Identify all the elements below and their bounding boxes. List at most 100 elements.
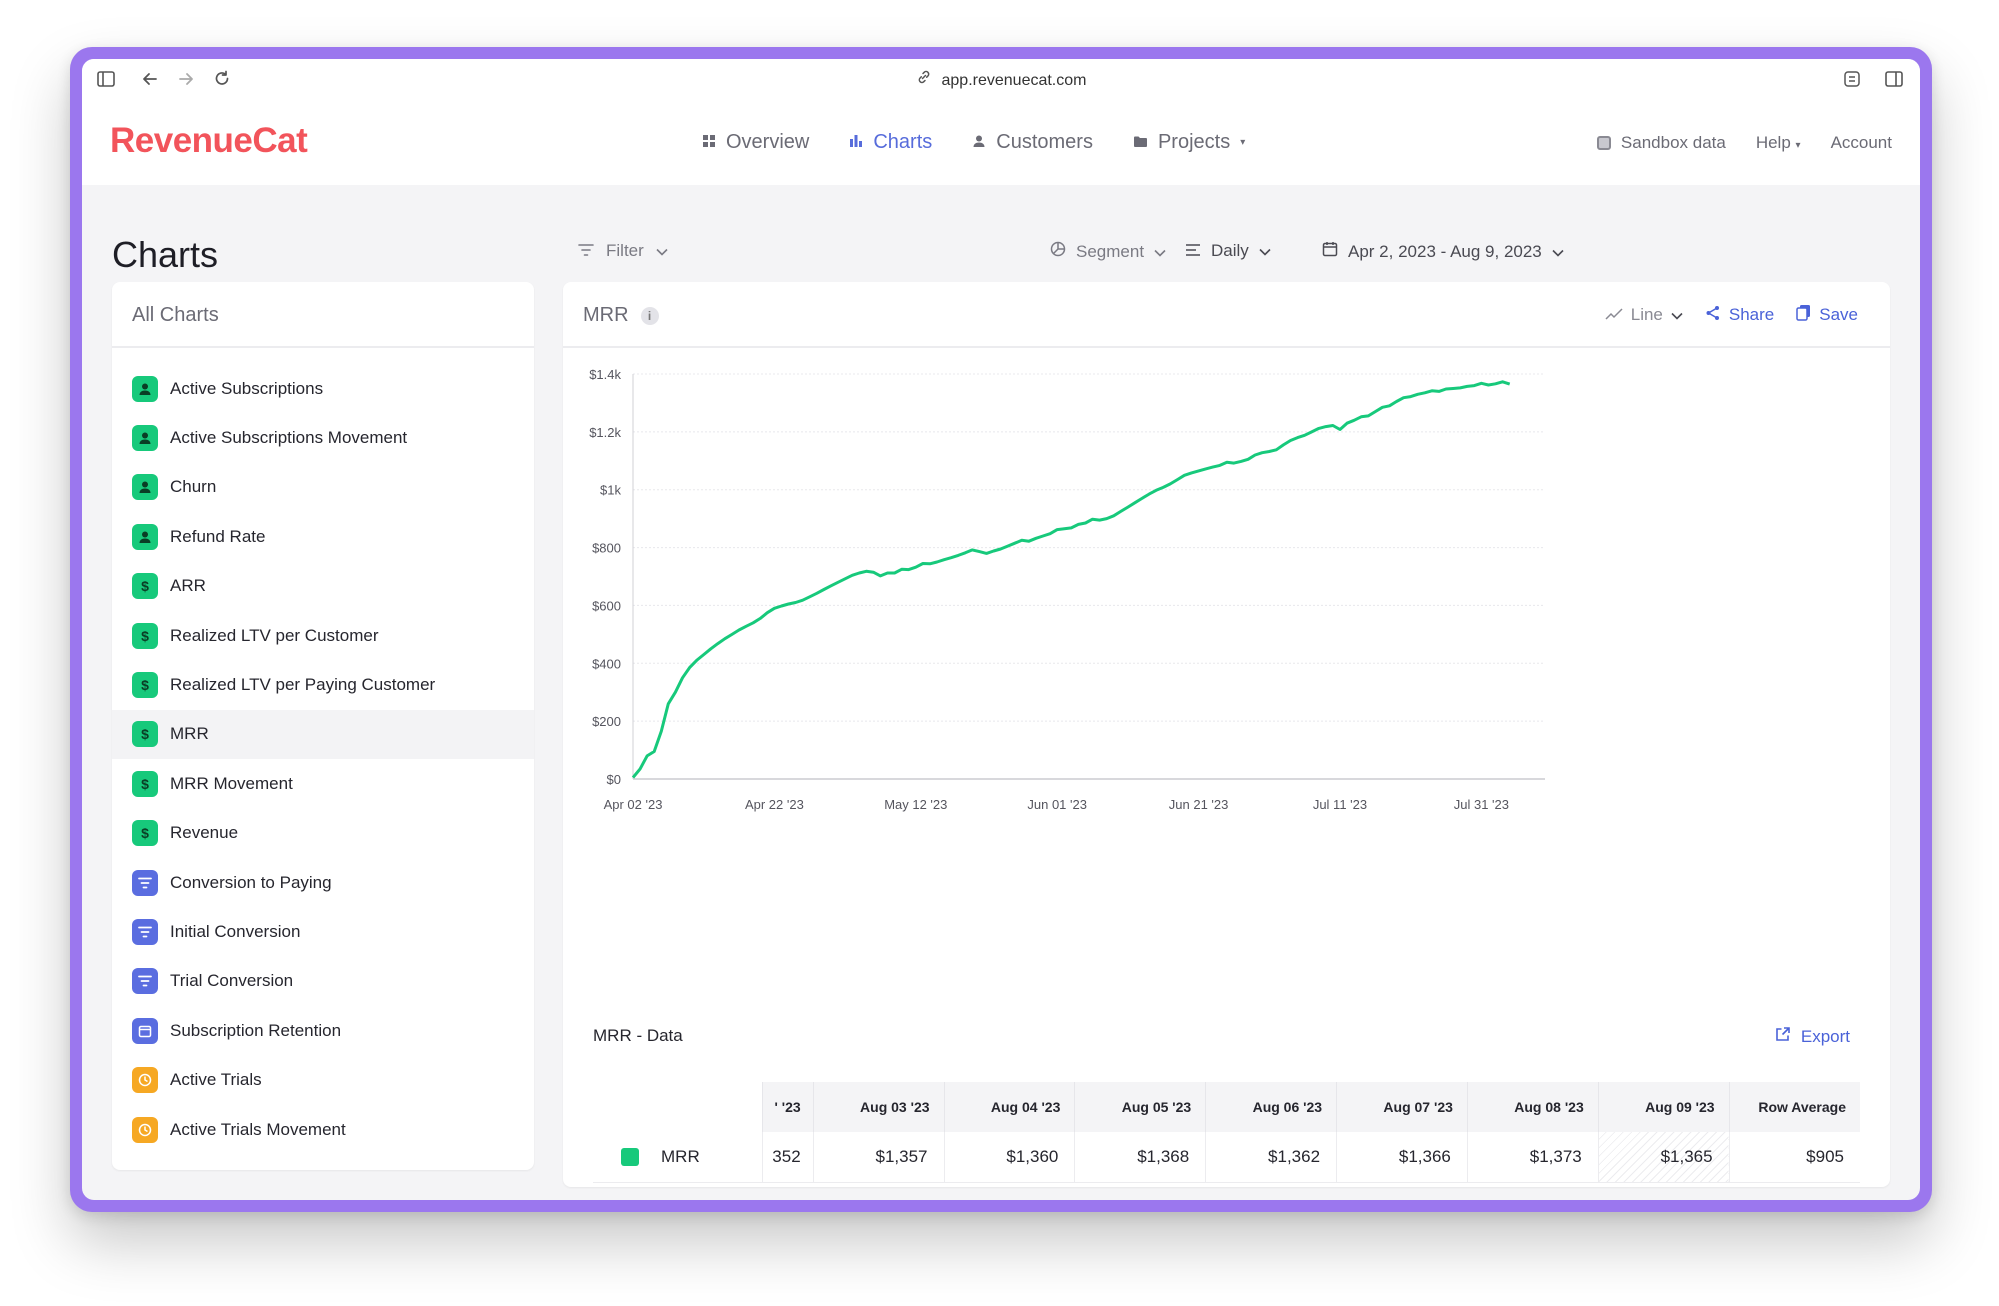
export-button[interactable]: Export [1775,1026,1850,1047]
person-icon [132,375,158,402]
sidebar-list: Active Subscriptions Active Subscriptions… [112,348,534,1154]
save-button[interactable]: Save [1796,304,1858,326]
caret-down-icon: ▾ [1795,140,1801,151]
sidebar-title: All Charts [112,282,534,348]
sidebar-item-label: Active Subscriptions Movement [170,428,408,448]
window-frame: app.revenuecat.com RevenueCat Overview [70,47,1932,1212]
account-link[interactable]: Account [1830,133,1892,152]
series-header [593,1082,763,1132]
segment-label: Segment [1076,241,1145,261]
date-column-header[interactable]: Aug 06 '23 [1205,1082,1338,1132]
chart-title-text: MRR [583,304,629,326]
sidebar-item-initial-conversion[interactable]: Initial Conversion [112,907,534,956]
sidebar-item-churn[interactable]: Churn [112,463,534,512]
main-nav: Overview Charts Customers [702,131,1245,154]
sidebar-item-label: Subscription Retention [170,1020,342,1040]
series-swatch [621,1148,639,1166]
funnel-icon [132,968,158,995]
chevron-down-icon [1552,242,1564,262]
forward-icon[interactable] [174,69,198,93]
sidebar-item-active-subscriptions[interactable]: Active Subscriptions [112,364,534,413]
dollar-icon: $ [132,770,158,797]
sandbox-checkbox[interactable] [1596,136,1611,150]
sidebar-item-revenue[interactable]: $ Revenue [112,809,534,858]
x-tick-label: Jun 01 '23 [1027,797,1087,812]
date-column-header[interactable]: Aug 08 '23 [1467,1082,1599,1132]
date-column-header[interactable]: Aug 05 '23 [1074,1082,1207,1132]
dollar-icon: $ [132,721,158,748]
date-range-picker[interactable]: Apr 2, 2023 - Aug 9, 2023 [1322,241,1564,262]
nav-label: Overview [726,131,810,153]
calendar-icon [1322,241,1338,262]
date-column-header[interactable]: ' '23 [761,1082,814,1132]
sidebar-toggle-icon[interactable] [94,69,118,93]
nav-overview[interactable]: Overview [702,131,809,154]
date-column-header[interactable]: Aug 09 '23 [1598,1082,1730,1132]
dollar-icon: $ [132,820,158,847]
sidebar-item-label: Realized LTV per Customer [170,625,379,645]
filter-button[interactable]: Filter [578,241,668,261]
chevron-down-icon [1671,305,1683,325]
grid-icon [702,134,716,151]
table-cell: $1,362 [1205,1132,1338,1183]
table-cell: $1,368 [1074,1132,1207,1183]
mrr-series-line[interactable] [631,380,1511,779]
sidebar-item-active-trials[interactable]: Active Trials [112,1055,534,1104]
extension-icon[interactable] [1840,69,1864,93]
resolution-dropdown[interactable]: Daily [1185,241,1271,261]
sidebar-item-label: Conversion to Paying [170,872,332,892]
sidebar-item-trial-conversion[interactable]: Trial Conversion [112,957,534,1006]
sidebar-item-arr[interactable]: $ ARR [112,562,534,611]
y-tick-label: $400 [592,656,621,671]
sidebar-item-realized-ltv-per-customer[interactable]: $ Realized LTV per Customer [112,611,534,660]
nav-charts[interactable]: Charts [849,131,932,154]
person-icon [132,474,158,501]
chevron-down-icon [656,241,668,261]
segment-dropdown[interactable]: Segment [1050,241,1166,262]
date-column-header[interactable]: Aug 07 '23 [1336,1082,1468,1132]
table-cell: $1,357 [813,1132,945,1183]
sidebar-item-active-trials-movement[interactable]: Active Trials Movement [112,1105,534,1154]
nav-customers[interactable]: Customers [972,131,1093,154]
address-bar[interactable]: app.revenuecat.com [82,67,1920,95]
x-tick-label: Jun 21 '23 [1169,797,1229,812]
reload-icon[interactable] [210,69,234,93]
person-icon [972,134,986,151]
sidebar-item-active-subscriptions-movement[interactable]: Active Subscriptions Movement [112,413,534,462]
sidebar-item-label: Active Subscriptions [170,378,324,398]
series-label-cell: MRR [593,1132,763,1183]
table-cell: $1,373 [1467,1132,1599,1183]
sidebar-item-label: MRR [170,724,209,744]
save-icon [1796,304,1811,326]
revenuecat-logo[interactable]: RevenueCat [110,121,308,160]
sidebar-item-refund-rate[interactable]: Refund Rate [112,512,534,561]
help-menu[interactable]: Help ▾ [1756,133,1801,153]
row-average-header[interactable]: Row Average [1729,1082,1860,1132]
chart-type-dropdown[interactable]: Line [1605,305,1683,325]
sidebar-item-realized-ltv-per-paying-customer[interactable]: $ Realized LTV per Paying Customer [112,660,534,709]
sidebar-item-subscription-retention[interactable]: Subscription Retention [112,1006,534,1055]
date-column-header[interactable]: Aug 03 '23 [813,1082,945,1132]
nav-label: Customers [996,131,1093,153]
sidebar-item-label: Trial Conversion [170,971,294,991]
sidebar-item-label: ARR [170,576,206,596]
share-button[interactable]: Share [1705,305,1774,326]
export-label: Export [1800,1026,1850,1046]
back-icon[interactable] [138,69,162,93]
sidebar-item-label: Active Trials [170,1070,262,1090]
resolution-label: Daily [1211,241,1249,260]
y-tick-label: $0 [607,772,621,787]
split-view-icon[interactable] [1882,69,1906,93]
info-icon[interactable]: i [640,306,659,325]
nav-projects[interactable]: Projects ▾ [1133,131,1245,154]
date-column-header[interactable]: Aug 04 '23 [944,1082,1076,1132]
sidebar-item-conversion-to-paying[interactable]: Conversion to Paying [112,858,534,907]
sandbox-toggle[interactable]: Sandbox data [1596,133,1726,153]
chart-actions: Line Share [1605,304,1858,326]
sidebar-item-mrr[interactable]: $ MRR [112,709,534,760]
date-range-label: Apr 2, 2023 - Aug 9, 2023 [1348,241,1542,261]
sidebar-item-mrr-movement[interactable]: $ MRR Movement [112,759,534,808]
caret-down-icon: ▾ [1240,137,1246,148]
sidebar-item-label: Initial Conversion [170,921,301,941]
filter-icon [578,241,594,261]
